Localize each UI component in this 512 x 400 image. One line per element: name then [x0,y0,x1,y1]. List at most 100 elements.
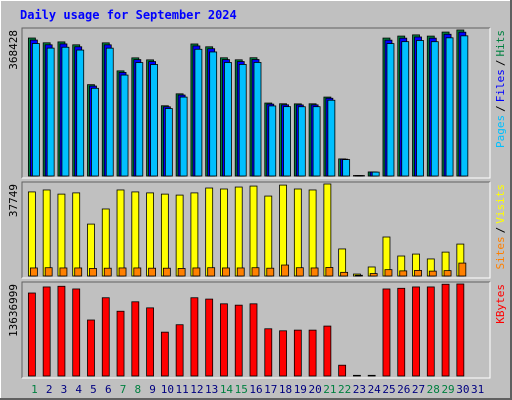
x-tick-label: 9 [149,383,156,396]
bar [414,269,422,277]
bar [323,325,332,377]
bar [179,96,188,177]
bar [327,99,336,177]
bar [72,288,81,377]
bar [251,267,260,277]
bar [279,330,287,377]
x-tick-label: 13 [205,383,218,396]
bar [342,159,351,177]
bar [57,285,66,377]
legend-separator: / [494,60,507,67]
bar [367,374,376,377]
bar [46,47,55,177]
chart-title: Daily usage for September 2024 [20,8,237,22]
x-tick-label: 3 [61,383,68,396]
x-tick-label: 10 [161,383,174,396]
panel-edge-dark [21,27,490,178]
bar [234,304,243,377]
bar [116,310,125,377]
bar [150,64,158,177]
bar [101,297,110,377]
legend: Sites / Visits [494,184,507,270]
x-tick-label: 29 [441,383,454,396]
x-tick-label: 26 [397,383,410,396]
panel-edge-light [22,28,491,179]
bar [131,191,140,277]
legend: Pages / Files / Hits [494,30,507,148]
bar [164,108,173,177]
panel-edge-light [22,282,491,379]
bar [175,194,184,277]
bar [27,191,36,277]
bar [105,47,114,177]
bar [61,46,70,177]
bar [146,307,154,377]
bar [325,267,334,277]
legend: KBytes [494,284,507,324]
bar [57,193,66,277]
bar [371,171,380,177]
bar [458,262,467,277]
x-tick-label: 30 [456,383,469,396]
bar [428,270,437,277]
bar [279,184,287,277]
x-tick-label: 4 [75,383,82,396]
bar [87,319,95,377]
bar [426,286,435,377]
bar [76,49,85,177]
x-tick-label: 17 [264,383,277,396]
bar [399,270,408,277]
bar [29,267,38,277]
panel-edge-dark [21,181,490,278]
x-tick-label: 6 [105,383,112,396]
bar [236,267,245,277]
x-tick-label: 2 [46,383,53,396]
bar [59,267,68,277]
x-tick-label: 23 [353,383,366,396]
bar [283,106,291,177]
y-tick-label: 13636999 [7,284,20,337]
bar [120,74,129,177]
x-tick-label: 15 [235,383,248,396]
bar [445,37,454,177]
bar [146,192,154,277]
bar [268,105,277,177]
legend-separator: / [494,227,507,234]
bar [401,41,410,177]
legend-entry: Files [494,69,507,102]
x-tick-label: 18 [279,383,292,396]
x-tick-label: 27 [412,383,425,396]
x-tick-label: 14 [220,383,234,396]
bar [295,267,304,277]
bar [131,301,140,377]
bar [175,324,184,377]
bar [312,106,321,177]
bar [353,374,361,377]
bar [238,64,247,177]
bar [441,283,450,377]
bar [443,270,452,277]
bar [264,328,273,377]
bar [190,192,199,277]
bar [249,303,258,377]
x-tick-label: 28 [427,383,440,396]
legend-entry: Hits [494,30,507,57]
bar [253,62,262,177]
bar [369,273,378,277]
bar [266,267,275,277]
x-tick-label: 31 [471,383,484,396]
bar [192,267,201,277]
bar [249,185,258,277]
bar [103,267,112,277]
bar [209,51,218,177]
bar [74,267,83,277]
bar [323,183,332,277]
bar [194,48,203,177]
bar [386,43,395,177]
bar [384,269,393,277]
x-tick-label: 7 [120,383,127,396]
bar [234,186,243,277]
x-tick-label: 12 [190,383,203,396]
x-tick-label: 22 [338,383,351,396]
